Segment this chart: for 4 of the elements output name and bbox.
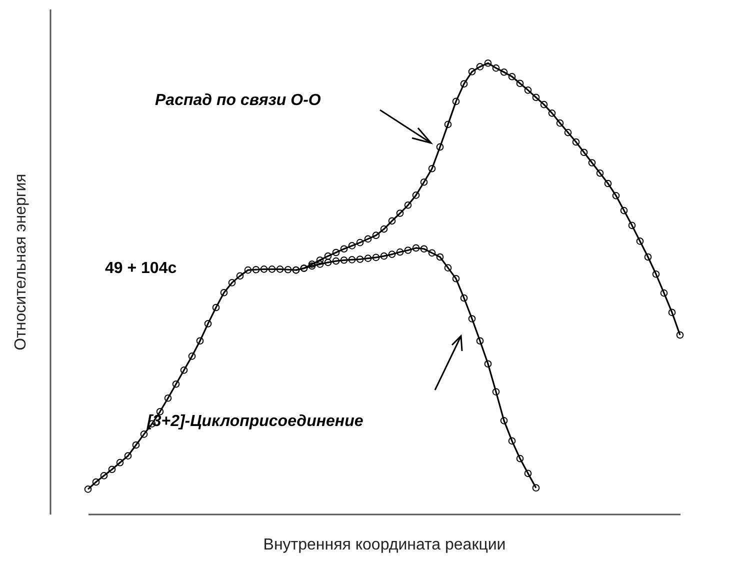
y-axis-title: Относительная энергия bbox=[12, 174, 30, 350]
annotation: Распад по связи O-O bbox=[155, 92, 322, 109]
x-axis-title: Внутренняя координата реакции bbox=[263, 536, 506, 554]
annotation: 49 + 104c bbox=[105, 260, 177, 277]
